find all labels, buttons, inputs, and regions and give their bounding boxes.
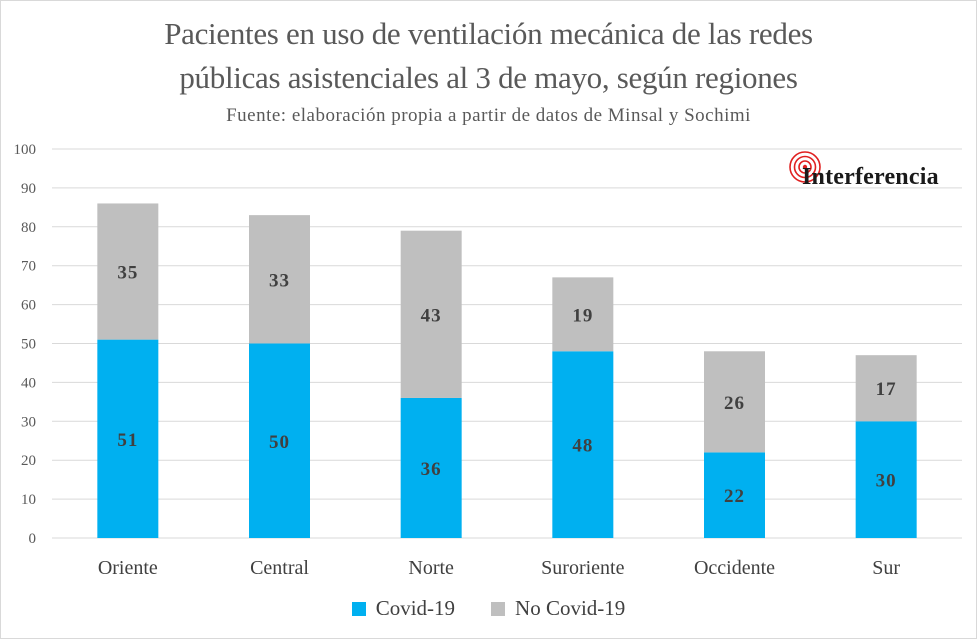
bar-oriente-no-covid	[97, 203, 159, 340]
bar-suroriente-no-covid	[552, 277, 614, 352]
bars: 51 35 50 33 36 43 48 19 22 26 30 17	[97, 203, 917, 538]
legend-swatch-no-covid	[491, 601, 506, 616]
bar-norte-covid	[400, 397, 462, 538]
data-label-norte-covid: 36	[421, 459, 442, 480]
legend: Covid-19 No Covid-19	[0, 596, 977, 621]
bar-oriente-covid	[97, 339, 159, 538]
y-tick-label-10: 10	[21, 492, 36, 508]
x-tick-label-occidente: Occidente	[694, 557, 775, 579]
y-tick-label-30: 30	[21, 414, 36, 430]
legend-item-no-covid: No Covid-19	[491, 596, 625, 621]
legend-label-covid: Covid-19	[375, 596, 456, 620]
bar-occidente-no-covid	[704, 351, 765, 453]
bar-central-no-covid	[249, 215, 310, 344]
bar-suroriente-covid	[552, 351, 614, 538]
gridlines	[52, 148, 962, 539]
data-label-suroriente-no-covid: 19	[572, 305, 593, 326]
chart-title: Pacientes en uso de ventilación mecánica…	[0, 12, 977, 100]
y-tick-label-50: 50	[21, 337, 36, 353]
y-tick-label-40: 40	[21, 375, 36, 391]
logo-text: Interferencia	[802, 164, 939, 190]
y-axis: 0 10 20 30 40 50 60 70 80 90 100	[14, 142, 37, 547]
data-label-oriente-covid: 51	[117, 430, 138, 451]
x-tick-label-oriente: Oriente	[98, 557, 158, 579]
legend-item-covid: Covid-19	[351, 596, 456, 621]
y-tick-label-80: 80	[21, 220, 36, 236]
x-axis: Oriente Central Norte Suroriente Occidente Su…	[98, 557, 901, 579]
y-tick-label-90: 90	[21, 181, 36, 197]
bar-norte-no-covid	[400, 230, 462, 398]
bar-central-covid	[249, 343, 310, 538]
chart-subtitle: Fuente: elaboración propia a partir de d…	[226, 105, 751, 126]
data-label-central-covid: 50	[269, 432, 290, 453]
radar-rings-icon	[789, 151, 821, 183]
y-tick-label-0: 0	[29, 531, 37, 547]
data-label-suroriente-covid: 48	[572, 436, 593, 457]
x-tick-label-sur: Sur	[872, 557, 900, 579]
bar-sur-no-covid	[855, 355, 917, 422]
y-tick-label-100: 100	[14, 142, 37, 158]
title-line-2: públicas asistenciales al 3 de mayo, seg…	[179, 60, 798, 95]
bar-sur-covid	[855, 421, 917, 538]
data-label-occidente-covid: 22	[724, 486, 745, 507]
data-label-oriente-no-covid: 35	[117, 263, 138, 284]
data-label-sur-no-covid: 17	[876, 379, 897, 400]
legend-swatch-covid	[351, 601, 366, 616]
x-tick-label-suroriente: Suroriente	[541, 557, 624, 579]
y-tick-label-70: 70	[21, 259, 36, 275]
data-label-occidente-no-covid: 26	[724, 393, 745, 414]
data-label-central-no-covid: 33	[269, 270, 290, 291]
bar-occidente-covid	[704, 452, 765, 538]
y-tick-label-20: 20	[21, 453, 36, 469]
x-tick-label-central: Central	[250, 557, 309, 579]
x-tick-label-norte: Norte	[408, 557, 454, 579]
legend-label-no-covid: No Covid-19	[515, 596, 626, 620]
title-line-1: Pacientes en uso de ventilación mecánica…	[164, 16, 813, 51]
data-label-norte-no-covid: 43	[421, 305, 442, 326]
y-tick-label-60: 60	[21, 298, 36, 314]
logo: Interferencia	[788, 150, 968, 194]
data-label-sur-covid: 30	[876, 471, 897, 492]
